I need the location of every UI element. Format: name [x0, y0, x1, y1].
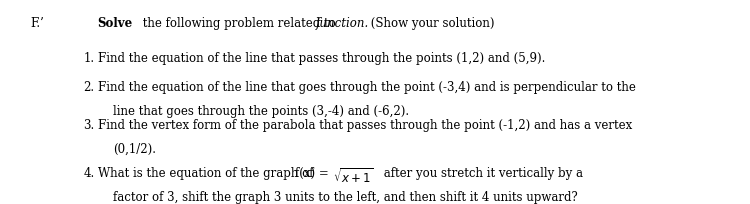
Text: 2.: 2.: [83, 81, 94, 94]
Text: Find the vertex form of the parabola that passes through the point (-1,2) and ha: Find the vertex form of the parabola tha…: [98, 119, 632, 132]
Text: after you stretch it vertically by a: after you stretch it vertically by a: [380, 166, 583, 179]
Text: Find the equation of the line that passes through the points (1,2) and (5,9).: Find the equation of the line that passe…: [98, 52, 545, 65]
Text: What is the equation of the graph of: What is the equation of the graph of: [98, 166, 316, 179]
Text: $\sqrt{x+1}$: $\sqrt{x+1}$: [333, 166, 374, 185]
Text: 4.: 4.: [83, 166, 94, 179]
Text: F.’: F.’: [30, 17, 44, 30]
Text: (Show your solution): (Show your solution): [367, 17, 494, 30]
Text: 1.: 1.: [83, 52, 94, 65]
Text: function.: function.: [316, 17, 369, 30]
Text: f(x) =: f(x) =: [295, 166, 332, 179]
Text: Solve: Solve: [98, 17, 133, 30]
Text: Find the equation of the line that goes through the point (-3,4) and is perpendi: Find the equation of the line that goes …: [98, 81, 635, 94]
Text: (0,1/2).: (0,1/2).: [113, 142, 156, 155]
Text: 3.: 3.: [83, 119, 94, 132]
Text: line that goes through the points (3,-4) and (-6,2).: line that goes through the points (3,-4)…: [113, 104, 410, 117]
Text: factor of 3, shift the graph 3 units to the left, and then shift it 4 units upwa: factor of 3, shift the graph 3 units to …: [113, 190, 578, 203]
Text: the following problem related to: the following problem related to: [139, 17, 339, 30]
